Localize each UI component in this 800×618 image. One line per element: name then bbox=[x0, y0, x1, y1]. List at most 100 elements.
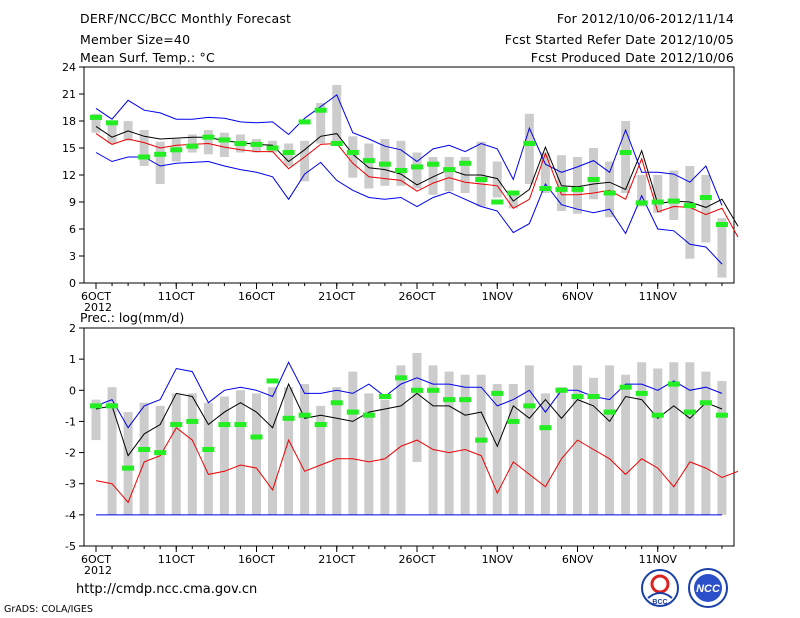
prec-obs-mark bbox=[603, 409, 616, 415]
temp-range-bar bbox=[637, 175, 647, 207]
temp-obs-mark bbox=[555, 186, 568, 192]
grads-credit: GrADS: COLA/IGES bbox=[4, 604, 93, 615]
temp-xtick-label: 26OCT bbox=[398, 290, 435, 303]
temp-range-bar bbox=[364, 143, 374, 189]
prec-range-bar bbox=[701, 371, 711, 515]
temp-ytick-label: 21 bbox=[62, 88, 76, 101]
temp-range-bar bbox=[492, 161, 502, 198]
prec-year-label: 2012 bbox=[84, 564, 112, 577]
prec-range-bar bbox=[380, 399, 390, 515]
temp-range-bar bbox=[444, 157, 454, 192]
prec-max-line bbox=[95, 361, 723, 429]
prec-obs-mark bbox=[90, 403, 102, 409]
temp-range-bar bbox=[621, 121, 631, 193]
prec-ytick-label: 1 bbox=[69, 353, 76, 366]
prec-range-bar bbox=[316, 405, 326, 515]
temp-obs-mark bbox=[523, 141, 536, 146]
prec-range-bar bbox=[412, 352, 422, 462]
prec-ytick-label: -1 bbox=[65, 415, 76, 428]
prec-obs-mark bbox=[202, 446, 215, 452]
temp-obs-mark bbox=[571, 186, 584, 192]
prec-obs-mark bbox=[314, 422, 327, 428]
temp-range-bar bbox=[653, 175, 663, 213]
prec-obs-mark bbox=[106, 403, 119, 409]
temp-obs-mark bbox=[154, 151, 167, 157]
prec-range-bar bbox=[268, 387, 278, 515]
prec-xtick-label: 6OCT bbox=[81, 553, 111, 566]
temp-obs-mark bbox=[539, 186, 552, 191]
prec-range-bar bbox=[476, 374, 486, 515]
prec-obs-mark bbox=[667, 381, 680, 387]
temp-range-bar bbox=[300, 140, 310, 182]
prec-ytick-label: -3 bbox=[65, 478, 76, 491]
temp-obs-mark bbox=[138, 154, 151, 160]
temp-range-bar bbox=[396, 140, 406, 186]
temp-obs-mark bbox=[218, 137, 231, 143]
temp-obs-mark bbox=[298, 119, 311, 125]
prec-obs-mark bbox=[218, 422, 231, 428]
temp-obs-mark bbox=[266, 145, 279, 151]
temp-obs-mark bbox=[587, 177, 600, 182]
temp-obs-mark bbox=[234, 141, 247, 146]
prec-obs-mark bbox=[555, 387, 568, 393]
prec-range-bar bbox=[460, 374, 470, 515]
prec-xtick-label: 21OCT bbox=[318, 553, 355, 566]
prec-range-bar bbox=[348, 371, 358, 515]
prec-obs-mark bbox=[635, 390, 648, 396]
agency-logos: BCC NCC bbox=[641, 568, 728, 608]
bcc-logo-text: BCC bbox=[652, 599, 667, 606]
temp-range-bar bbox=[717, 218, 727, 278]
temp-range-bar bbox=[701, 175, 711, 243]
prec-obs-mark bbox=[459, 397, 472, 403]
prec-range-bar bbox=[219, 396, 229, 515]
prec-obs-mark bbox=[154, 450, 167, 456]
footer-url[interactable]: http://cmdp.ncc.cma.gov.cn bbox=[76, 582, 258, 597]
prec-range-bar bbox=[717, 380, 727, 515]
prec-obs-mark bbox=[378, 394, 391, 400]
temp-obs-mark bbox=[715, 222, 728, 227]
prec-range-bar bbox=[252, 393, 261, 515]
temp-xtick-label: 6OCT bbox=[81, 290, 111, 303]
prec-obs-mark bbox=[475, 437, 488, 443]
prec-obs-mark bbox=[523, 403, 536, 409]
prec-obs-mark bbox=[651, 412, 664, 418]
temp-obs-mark bbox=[106, 120, 119, 126]
prec-range-bar bbox=[492, 384, 502, 515]
fcst-produced-date: Fcst Produced Date 2012/10/06 bbox=[530, 50, 734, 65]
prec-range-bar bbox=[428, 365, 438, 515]
temp-max-line bbox=[95, 94, 723, 206]
temp-ytick-label: 9 bbox=[69, 196, 76, 209]
temp-range-bar bbox=[348, 136, 358, 178]
forecast-period: For 2012/10/06-2012/11/14 bbox=[556, 11, 734, 26]
temp-obs-mark bbox=[362, 158, 375, 164]
temp-year-label: 2012 bbox=[84, 301, 112, 314]
prec-ytick-label: -4 bbox=[65, 509, 76, 522]
temp-obs-mark bbox=[346, 150, 359, 155]
prec-obs-mark bbox=[411, 387, 423, 393]
prec-obs-mark bbox=[234, 422, 247, 428]
prec-range-bar bbox=[653, 368, 663, 515]
prec-range-bar bbox=[685, 362, 695, 515]
temp-obs-mark bbox=[651, 199, 664, 205]
temp-range-bar bbox=[605, 161, 615, 218]
prec-obs-mark bbox=[715, 412, 728, 418]
temp-obs-mark bbox=[314, 107, 327, 113]
prec-range-bar bbox=[589, 377, 599, 515]
temp-obs-mark bbox=[507, 190, 520, 196]
prec-range-bar bbox=[508, 384, 518, 515]
prec-range-bar bbox=[669, 362, 679, 515]
temp-obs-mark bbox=[491, 199, 504, 205]
temp-obs-mark bbox=[699, 195, 712, 200]
temp-range-bar bbox=[316, 103, 326, 144]
prec-obs-mark bbox=[539, 425, 552, 431]
temp-ytick-label: 15 bbox=[62, 142, 76, 155]
fcst-start-date: Fcst Started Refer Date 2012/10/05 bbox=[504, 32, 734, 47]
prec-obs-mark bbox=[571, 394, 584, 400]
prec-range-bar bbox=[540, 393, 550, 515]
temp-obs-mark bbox=[186, 143, 199, 149]
ncc-logo-text: NCC bbox=[696, 583, 721, 595]
prec-obs-mark bbox=[122, 465, 135, 471]
prec-range-bar bbox=[637, 362, 647, 515]
prec-frame bbox=[83, 327, 735, 547]
